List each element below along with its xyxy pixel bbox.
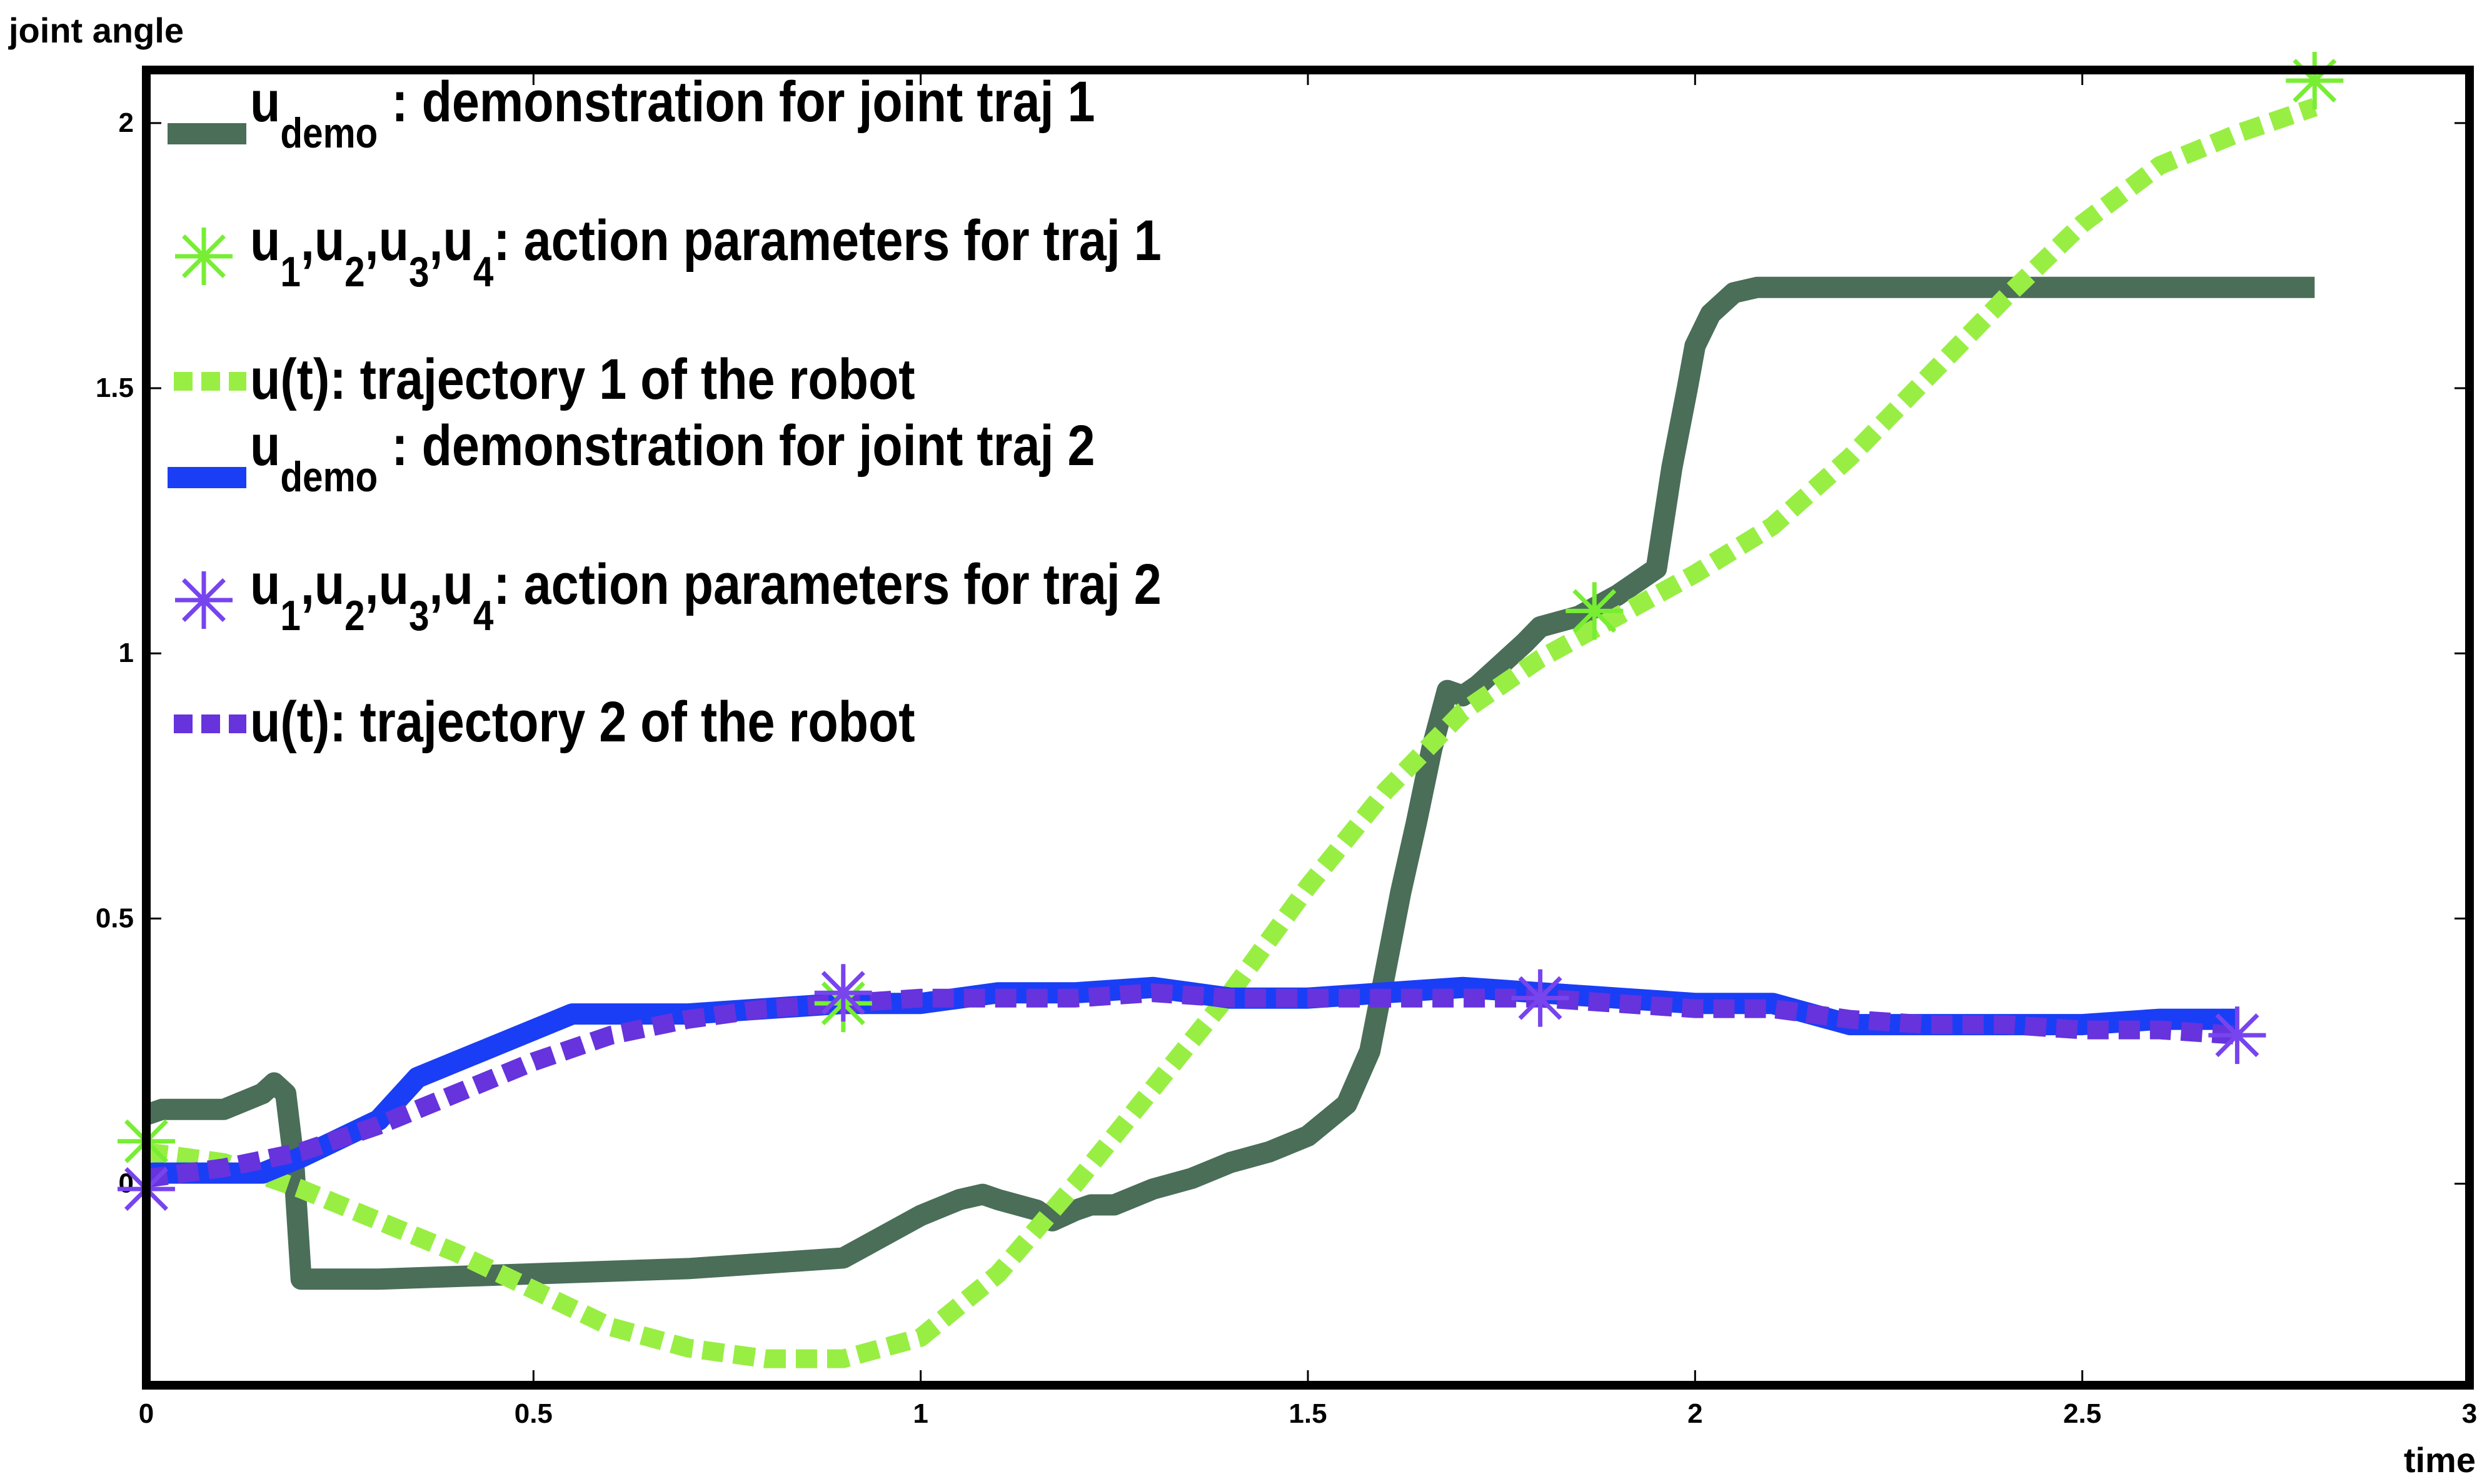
action-parameter-marker-2 (2208, 1006, 2266, 1065)
series-line-1 (146, 276, 2315, 1290)
legend-entry-1: udemo : demonstration for joint traj 1 (168, 69, 1095, 157)
action-parameter-marker-1 (2286, 51, 2344, 109)
action-parameter-marker-2 (1511, 969, 1569, 1027)
series-line-4 (146, 983, 2238, 1188)
y-axis-label: joint angle (8, 11, 184, 50)
legend-entry-6: u(t): trajectory 2 of the robot (174, 689, 915, 754)
x-tick-label: 1 (913, 1398, 928, 1429)
legend-symbol (175, 571, 233, 629)
series-line-2 (146, 98, 2318, 1368)
x-tick-label: 0.5 (515, 1398, 553, 1429)
legend-symbol (175, 228, 233, 285)
svg-text:udemo : demonstration for join: udemo : demonstration for joint traj 2 (250, 413, 1095, 501)
y-tick-label: 2 (119, 108, 134, 138)
legend-entry-4: udemo : demonstration for joint traj 2 (168, 413, 1095, 501)
x-tick-label: 0 (139, 1398, 154, 1429)
svg-text:u(t): trajectory 1 of the robo: u(t): trajectory 1 of the robot (250, 347, 915, 411)
action-parameter-marker-2 (814, 964, 872, 1022)
x-tick-label: 2.5 (2063, 1398, 2101, 1429)
y-tick-label: 0.5 (96, 903, 134, 933)
axis-ticks: 0 0.5 1 1.5 2 2.5 300.511.52 (96, 70, 2477, 1429)
legend-entry-2: u1,u2,u3,u4: action parameters for traj … (175, 208, 1162, 296)
series-line-3 (146, 976, 2238, 1184)
x-tick-label: 1.5 (1289, 1398, 1327, 1429)
action-parameter-marker-1 (1565, 582, 1624, 640)
x-axis-label: time (2404, 1440, 2476, 1480)
plot-frame (142, 66, 2474, 1390)
legend-entry-5: u1,u2,u3,u4: action parameters for traj … (175, 552, 1162, 639)
x-tick-label: 2 (1687, 1398, 1702, 1429)
y-tick-label: 1 (119, 638, 134, 668)
x-tick-label: 3 (2462, 1398, 2477, 1429)
svg-text:u1,u2,u3,u4: action parameters: u1,u2,u3,u4: action parameters for traj … (250, 208, 1162, 296)
svg-text:udemo : demonstration for join: udemo : demonstration for joint traj 1 (250, 69, 1095, 157)
series-layer (146, 98, 2318, 1368)
legend: udemo : demonstration for joint traj 1 u1… (168, 69, 1162, 754)
svg-text:u(t): trajectory 2 of the robo: u(t): trajectory 2 of the robot (250, 689, 915, 754)
svg-text:u1,u2,u3,u4: action parameters: u1,u2,u3,u4: action parameters for traj … (250, 552, 1162, 639)
y-tick-label: 1.5 (96, 373, 134, 403)
legend-entry-3: u(t): trajectory 1 of the robot (174, 347, 915, 411)
